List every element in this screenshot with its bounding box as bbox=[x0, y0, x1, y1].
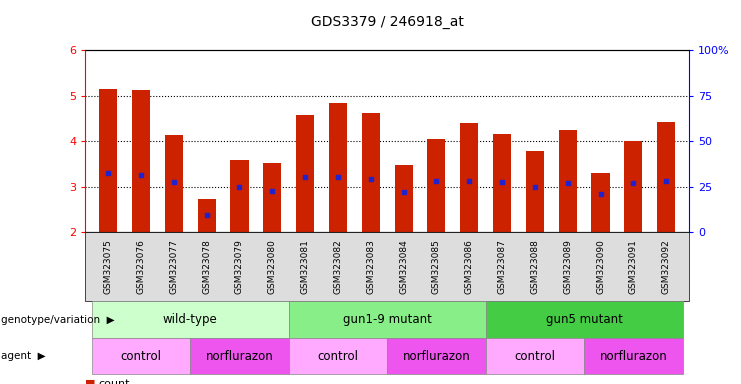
Point bbox=[233, 184, 245, 190]
Point bbox=[660, 178, 672, 184]
Text: GSM323086: GSM323086 bbox=[465, 240, 473, 294]
Bar bbox=[591, 173, 610, 232]
Bar bbox=[526, 151, 544, 232]
Bar bbox=[394, 165, 413, 232]
Text: GSM323076: GSM323076 bbox=[136, 240, 145, 294]
Text: ■: ■ bbox=[85, 379, 96, 384]
Text: GSM323085: GSM323085 bbox=[432, 240, 441, 294]
Bar bbox=[625, 141, 642, 232]
Bar bbox=[230, 160, 248, 232]
Point bbox=[168, 179, 180, 185]
Text: control: control bbox=[121, 350, 162, 362]
Point bbox=[594, 190, 606, 197]
Point bbox=[628, 180, 639, 186]
Text: genotype/variation  ▶: genotype/variation ▶ bbox=[1, 314, 114, 325]
Text: GSM323080: GSM323080 bbox=[268, 240, 277, 294]
Point bbox=[201, 212, 213, 218]
Bar bbox=[493, 134, 511, 232]
Text: agent  ▶: agent ▶ bbox=[1, 351, 45, 361]
Point bbox=[562, 180, 574, 186]
Text: GSM323091: GSM323091 bbox=[629, 240, 638, 294]
Text: norflurazon: norflurazon bbox=[402, 350, 471, 362]
Bar bbox=[296, 115, 314, 232]
Bar bbox=[657, 122, 675, 232]
Bar bbox=[263, 163, 282, 232]
Text: GDS3379 / 246918_at: GDS3379 / 246918_at bbox=[310, 15, 464, 29]
Text: wild-type: wild-type bbox=[163, 313, 218, 326]
Text: GSM323077: GSM323077 bbox=[170, 240, 179, 294]
Text: gun1-9 mutant: gun1-9 mutant bbox=[343, 313, 431, 326]
Point bbox=[266, 188, 278, 194]
Text: gun5 mutant: gun5 mutant bbox=[545, 313, 622, 326]
Point bbox=[431, 178, 442, 184]
Text: control: control bbox=[317, 350, 359, 362]
Bar bbox=[165, 135, 183, 232]
Bar bbox=[362, 113, 380, 232]
Point bbox=[102, 170, 114, 176]
Text: GSM323090: GSM323090 bbox=[596, 240, 605, 294]
Text: GSM323075: GSM323075 bbox=[104, 240, 113, 294]
Bar bbox=[132, 90, 150, 232]
Bar bbox=[198, 200, 216, 232]
Text: GSM323082: GSM323082 bbox=[333, 240, 342, 294]
Text: GSM323084: GSM323084 bbox=[399, 240, 408, 294]
Text: GSM323088: GSM323088 bbox=[531, 240, 539, 294]
Point bbox=[398, 189, 410, 195]
Bar bbox=[460, 123, 478, 232]
Point bbox=[332, 174, 344, 180]
Text: GSM323079: GSM323079 bbox=[235, 240, 244, 294]
Text: control: control bbox=[514, 350, 555, 362]
Text: GSM323078: GSM323078 bbox=[202, 240, 211, 294]
Text: GSM323089: GSM323089 bbox=[563, 240, 572, 294]
Text: norflurazon: norflurazon bbox=[205, 350, 273, 362]
Text: GSM323092: GSM323092 bbox=[662, 240, 671, 294]
Bar bbox=[559, 130, 576, 232]
Point bbox=[496, 179, 508, 185]
Text: count: count bbox=[99, 379, 130, 384]
Point bbox=[529, 184, 541, 190]
Bar bbox=[329, 103, 347, 232]
Bar bbox=[99, 89, 117, 232]
Point bbox=[135, 172, 147, 179]
Text: norflurazon: norflurazon bbox=[599, 350, 667, 362]
Text: GSM323081: GSM323081 bbox=[301, 240, 310, 294]
Point bbox=[463, 178, 475, 184]
Point bbox=[299, 174, 311, 180]
Text: GSM323087: GSM323087 bbox=[497, 240, 507, 294]
Text: GSM323083: GSM323083 bbox=[366, 240, 375, 294]
Point bbox=[365, 175, 376, 182]
Bar bbox=[428, 139, 445, 232]
